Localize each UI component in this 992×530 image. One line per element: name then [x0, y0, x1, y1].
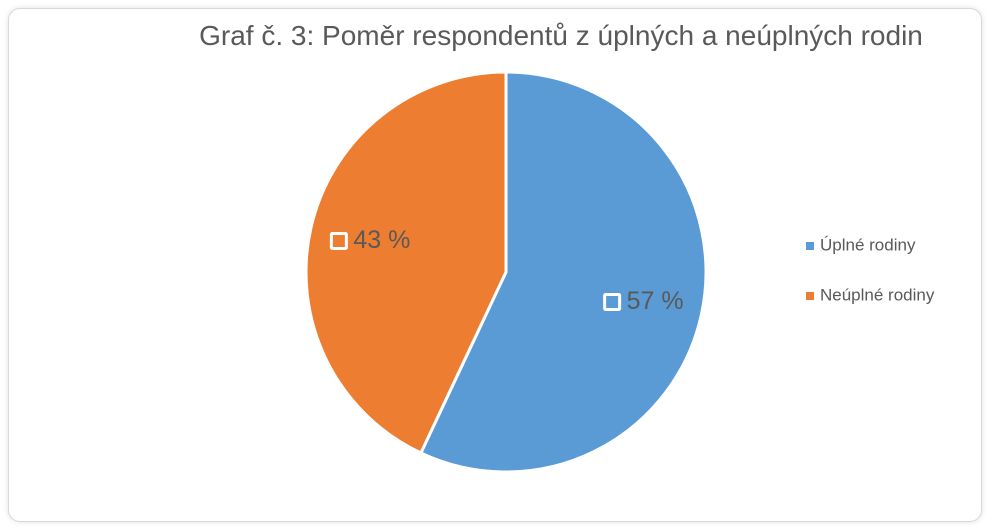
chart-title: Graf č. 3: Poměr respondentů z úplných a… — [199, 20, 923, 51]
label-icon — [329, 231, 348, 250]
legend-label: Neúplné rodiny — [820, 285, 935, 304]
legend-label: Úplné rodiny — [820, 235, 916, 254]
data-label: 57 % — [627, 287, 684, 315]
pie-slice — [304, 70, 508, 455]
data-label: 43 % — [353, 226, 410, 254]
label-icon — [603, 293, 622, 312]
pie-slice — [419, 70, 708, 474]
legend-swatch — [806, 292, 814, 300]
legend-swatch — [806, 242, 814, 250]
